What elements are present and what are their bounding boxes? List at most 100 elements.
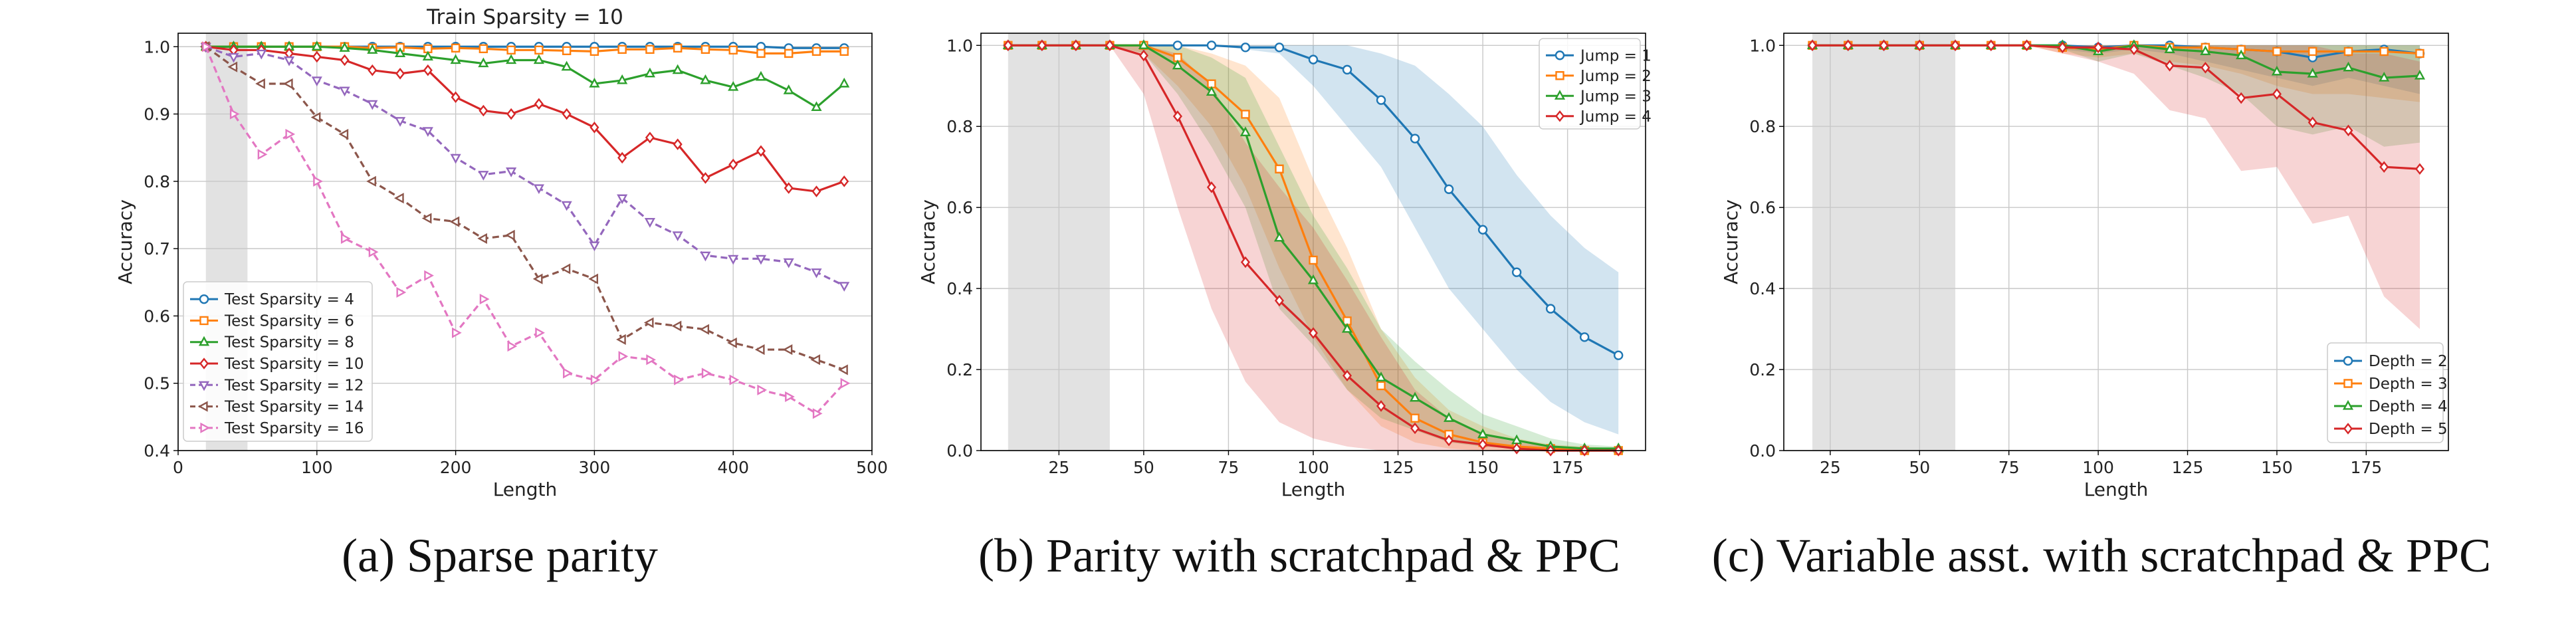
x-axis-label: Length xyxy=(1281,478,1346,500)
point-test-sparsity-6 xyxy=(423,44,433,53)
y-tick-label: 0.8 xyxy=(1749,117,1776,136)
point-jump-3 xyxy=(1206,86,1218,96)
point-test-sparsity-8 xyxy=(811,101,822,112)
y-tick-label: 1.0 xyxy=(144,37,170,56)
legend: Jump = 1 Jump = 2 Jump = 3 Jump = 4 xyxy=(1539,38,1652,130)
y-tick-label: 0.2 xyxy=(946,360,973,379)
point-depth-5 xyxy=(1879,39,1889,52)
point-test-sparsity-12 xyxy=(311,76,322,86)
band-depth-5 xyxy=(1812,45,2420,330)
point-test-sparsity-12 xyxy=(367,100,378,110)
point-test-sparsity-16 xyxy=(340,233,351,245)
y-tick-label: 0.4 xyxy=(144,441,170,461)
legend-marker-test-sparsity-6 xyxy=(199,316,209,326)
point-test-sparsity-14 xyxy=(366,175,376,187)
point-test-sparsity-10 xyxy=(562,108,572,120)
y-tick-label: 1.0 xyxy=(1749,36,1776,55)
point-test-sparsity-8 xyxy=(506,54,517,64)
point-jump-4 xyxy=(1206,181,1216,193)
x-tick-label: 100 xyxy=(301,458,333,477)
legend-label-jump-3: Jump = 3 xyxy=(1579,88,1652,105)
point-jump-4 xyxy=(1003,39,1013,52)
point-jump-1 xyxy=(1308,54,1319,64)
point-test-sparsity-8 xyxy=(339,42,350,52)
point-jump-2 xyxy=(1275,164,1284,173)
point-test-sparsity-16 xyxy=(785,391,795,403)
point-test-sparsity-8 xyxy=(728,80,739,91)
point-jump-4 xyxy=(1240,256,1250,268)
point-jump-2 xyxy=(1376,381,1386,391)
point-test-sparsity-16 xyxy=(646,354,657,366)
point-test-sparsity-6 xyxy=(756,49,766,58)
point-jump-2 xyxy=(1410,413,1420,423)
legend-marker-test-sparsity-14 xyxy=(197,401,208,412)
band-depth-4 xyxy=(1812,45,2420,147)
band-depth-3 xyxy=(1812,45,2420,102)
y-tick-label: 0.6 xyxy=(144,306,170,326)
point-depth-4 xyxy=(2379,71,2390,82)
point-depth-4 xyxy=(2236,49,2247,60)
legend-label-jump-4: Jump = 4 xyxy=(1579,108,1652,126)
point-depth-3 xyxy=(2236,45,2246,54)
legend-label-test-sparsity-16: Test Sparsity = 16 xyxy=(224,420,364,437)
point-jump-3 xyxy=(1138,39,1149,49)
train-length-region xyxy=(1812,33,1956,451)
point-test-sparsity-16 xyxy=(757,384,768,395)
point-test-sparsity-10 xyxy=(811,185,821,197)
point-jump-2 xyxy=(1309,255,1318,265)
point-jump-4 xyxy=(1037,39,1047,52)
point-test-sparsity-12 xyxy=(589,241,600,252)
point-test-sparsity-12 xyxy=(728,255,739,265)
point-test-sparsity-10 xyxy=(312,51,322,63)
point-test-sparsity-14 xyxy=(727,337,737,349)
point-jump-4 xyxy=(1478,439,1488,451)
point-jump-2 xyxy=(1444,429,1453,439)
point-test-sparsity-12 xyxy=(450,154,461,164)
point-jump-1 xyxy=(1376,95,1386,105)
x-tick-label: 100 xyxy=(2082,458,2114,477)
point-test-sparsity-10 xyxy=(368,64,377,76)
x-tick-label: 200 xyxy=(440,458,472,477)
panel-caption: (c) Variable asst. with scratchpad & PPC xyxy=(1712,529,2491,582)
point-test-sparsity-6 xyxy=(506,45,516,55)
y-tick-label: 0.6 xyxy=(946,198,973,217)
legend-marker-jump-3 xyxy=(1554,90,1566,100)
point-test-sparsity-8 xyxy=(617,74,628,84)
x-tick-label: 125 xyxy=(2172,458,2204,477)
point-jump-4 xyxy=(1274,294,1285,307)
point-depth-5 xyxy=(2415,163,2425,175)
point-jump-2 xyxy=(1241,110,1250,119)
point-test-sparsity-14 xyxy=(810,354,821,366)
point-test-sparsity-6 xyxy=(451,43,461,52)
point-test-sparsity-14 xyxy=(643,317,654,328)
point-test-sparsity-12 xyxy=(283,56,295,66)
point-test-sparsity-12 xyxy=(395,117,406,127)
point-test-sparsity-12 xyxy=(533,184,544,195)
band-jump-1 xyxy=(1008,45,1619,435)
point-test-sparsity-16 xyxy=(479,294,490,305)
point-depth-4 xyxy=(2200,45,2211,56)
x-tick-label: 400 xyxy=(717,458,749,477)
point-jump-1 xyxy=(1274,43,1285,52)
point-test-sparsity-8 xyxy=(561,60,572,71)
point-test-sparsity-14 xyxy=(754,344,765,356)
point-depth-5 xyxy=(1915,39,1925,52)
point-jump-1 xyxy=(1511,267,1522,277)
point-test-sparsity-10 xyxy=(506,108,516,120)
legend-box xyxy=(183,281,373,442)
point-test-sparsity-10 xyxy=(590,122,599,134)
y-tick-label: 0.5 xyxy=(144,374,170,393)
point-test-sparsity-16 xyxy=(729,374,740,385)
y-axis-label: Accuracy xyxy=(917,199,939,284)
point-test-sparsity-8 xyxy=(783,84,794,94)
point-test-sparsity-12 xyxy=(617,194,628,205)
point-jump-3 xyxy=(1307,274,1319,284)
point-test-sparsity-12 xyxy=(478,171,489,181)
legend-marker-jump-2 xyxy=(1555,71,1564,80)
legend-label-test-sparsity-14: Test Sparsity = 14 xyxy=(224,399,364,416)
point-test-sparsity-14 xyxy=(505,229,515,241)
legend-marker-depth-4 xyxy=(2342,399,2354,410)
point-jump-1 xyxy=(1613,350,1624,360)
point-test-sparsity-12 xyxy=(839,282,850,292)
point-jump-1 xyxy=(1240,43,1251,52)
